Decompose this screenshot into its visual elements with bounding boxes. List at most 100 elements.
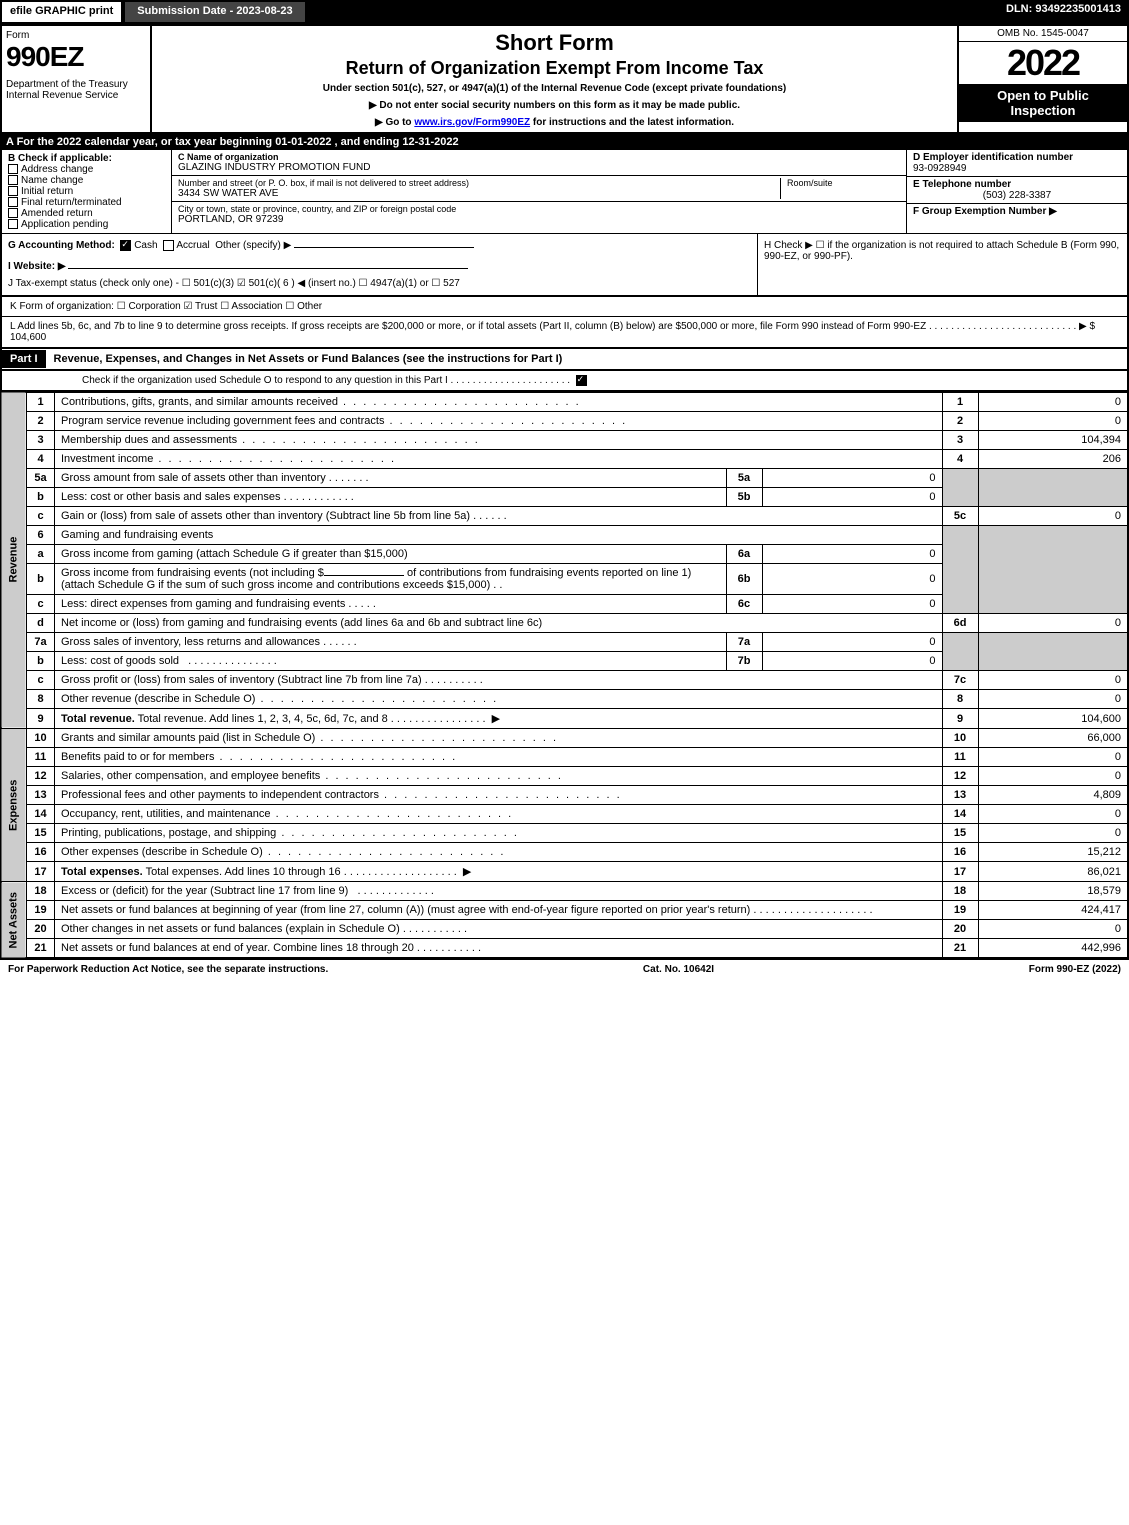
subval-6c: 0 (762, 595, 942, 614)
val-13: 4,809 (978, 786, 1128, 805)
h-check: H Check ▶ ☐ if the organization is not r… (757, 234, 1127, 295)
val-8: 0 (978, 690, 1128, 709)
irs-link[interactable]: www.irs.gov/Form990EZ (414, 117, 530, 128)
num-16: 16 (942, 843, 978, 862)
checkbox-accrual[interactable] (163, 240, 174, 251)
val-20: 0 (978, 920, 1128, 939)
num-2: 2 (942, 412, 978, 431)
dln: DLN: 93492235001413 (998, 0, 1129, 24)
group-label: F Group Exemption Number ▶ (913, 206, 1057, 217)
title-short-form: Short Form (156, 30, 953, 56)
subtitle: Under section 501(c), 527, or 4947(a)(1)… (156, 83, 953, 94)
sidebar-expenses: Expenses (1, 729, 27, 882)
val-2: 0 (978, 412, 1128, 431)
desc-18: Excess or (deficit) for the year (Subtra… (55, 882, 943, 901)
num-19: 19 (942, 901, 978, 920)
j-tax-exempt: J Tax-exempt status (check only one) - ☐… (8, 278, 751, 289)
part-i-label: Part I (2, 350, 46, 368)
desc-6b: Gross income from fundraising events (no… (55, 564, 727, 595)
num-9: 9 (942, 709, 978, 729)
desc-16: Other expenses (describe in Schedule O) (55, 843, 943, 862)
desc-9: Total revenue. Total revenue. Add lines … (55, 709, 943, 729)
val-5c: 0 (978, 507, 1128, 526)
subval-5a: 0 (762, 469, 942, 488)
submission-date: Submission Date - 2023-08-23 (123, 0, 306, 24)
desc-6d: Net income or (loss) from gaming and fun… (55, 614, 943, 633)
desc-7c: Gross profit or (loss) from sales of inv… (55, 671, 943, 690)
sublabel-6a: 6a (726, 545, 762, 564)
section-ghij: G Accounting Method: Cash Accrual Other … (0, 234, 1129, 297)
part-i-title: Revenue, Expenses, and Changes in Net As… (46, 349, 1127, 369)
room-label: Room/suite (787, 178, 900, 188)
form-label: Form (6, 30, 146, 41)
ein-label: D Employer identification number (913, 152, 1073, 163)
efile-print-label[interactable]: efile GRAPHIC print (0, 0, 123, 24)
checkbox-pending[interactable] (8, 219, 18, 229)
row-l-text: L Add lines 5b, 6c, and 7b to line 9 to … (10, 321, 1095, 332)
i-website-label: I Website: ▶ (8, 261, 66, 272)
label-name-change: Name change (21, 175, 83, 186)
num-5c: 5c (942, 507, 978, 526)
addr: 3434 SW WATER AVE (178, 188, 780, 199)
checkbox-cash[interactable] (120, 240, 131, 251)
subval-7a: 0 (762, 633, 942, 652)
desc-7b: Less: cost of goods sold . . . . . . . .… (55, 652, 727, 671)
part-i-header: Part I Revenue, Expenses, and Changes in… (0, 348, 1129, 371)
num-18: 18 (942, 882, 978, 901)
num-20: 20 (942, 920, 978, 939)
desc-15: Printing, publications, postage, and shi… (55, 824, 943, 843)
val-9: 104,600 (978, 709, 1128, 729)
desc-19: Net assets or fund balances at beginning… (55, 901, 943, 920)
num-10: 10 (942, 729, 978, 748)
val-12: 0 (978, 767, 1128, 786)
val-10: 66,000 (978, 729, 1128, 748)
checkbox-schedule-o[interactable] (576, 375, 587, 386)
num-14: 14 (942, 805, 978, 824)
section-a: A For the 2022 calendar year, or tax yea… (0, 134, 1129, 150)
checkbox-final-return[interactable] (8, 197, 18, 207)
desc-8: Other revenue (describe in Schedule O) (55, 690, 943, 709)
val-11: 0 (978, 748, 1128, 767)
val-6d: 0 (978, 614, 1128, 633)
desc-6c: Less: direct expenses from gaming and fu… (55, 595, 727, 614)
num-21: 21 (942, 939, 978, 959)
checkbox-address-change[interactable] (8, 164, 18, 174)
val-4: 206 (978, 450, 1128, 469)
num-12: 12 (942, 767, 978, 786)
col-b: B Check if applicable: Address change Na… (2, 150, 172, 233)
num-8: 8 (942, 690, 978, 709)
form-number: 990EZ (6, 41, 146, 73)
footer-center: Cat. No. 10642I (643, 964, 714, 975)
addr-label: Number and street (or P. O. box, if mail… (178, 178, 780, 188)
desc-17: Total expenses. Total expenses. Add line… (55, 862, 943, 882)
desc-10: Grants and similar amounts paid (list in… (55, 729, 943, 748)
checkbox-name-change[interactable] (8, 175, 18, 185)
val-16: 15,212 (978, 843, 1128, 862)
row-l-amount: 104,600 (10, 332, 46, 343)
val-3: 104,394 (978, 431, 1128, 450)
val-18: 18,579 (978, 882, 1128, 901)
checkbox-amended[interactable] (8, 208, 18, 218)
num-3: 3 (942, 431, 978, 450)
ein: 93-0928949 (913, 163, 966, 174)
sublabel-7a: 7a (726, 633, 762, 652)
num-13: 13 (942, 786, 978, 805)
sublabel-5a: 5a (726, 469, 762, 488)
desc-11: Benefits paid to or for members (55, 748, 943, 767)
tel-label: E Telephone number (913, 179, 1011, 190)
sidebar-revenue: Revenue (1, 392, 27, 729)
num-11: 11 (942, 748, 978, 767)
label-amended: Amended return (21, 208, 93, 219)
desc-5a: Gross amount from sale of assets other t… (55, 469, 727, 488)
desc-5c: Gain or (loss) from sale of assets other… (55, 507, 943, 526)
num-15: 15 (942, 824, 978, 843)
label-other: Other (specify) ▶ (215, 240, 291, 251)
sidebar-netassets: Net Assets (1, 882, 27, 959)
val-15: 0 (978, 824, 1128, 843)
checkbox-initial-return[interactable] (8, 186, 18, 196)
g-label: G Accounting Method: (8, 240, 115, 251)
desc-4: Investment income (55, 450, 943, 469)
subval-6a: 0 (762, 545, 942, 564)
department: Department of the Treasury Internal Reve… (6, 79, 146, 101)
row-l: L Add lines 5b, 6c, and 7b to line 9 to … (0, 317, 1129, 348)
